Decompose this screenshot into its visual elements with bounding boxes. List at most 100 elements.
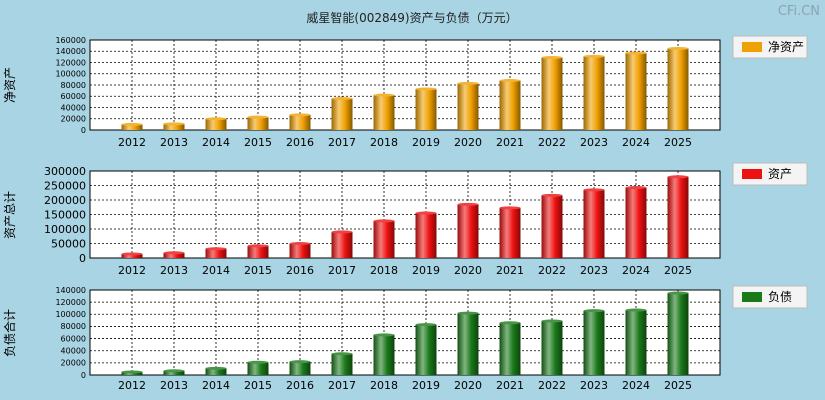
bar-equity-2023	[583, 56, 605, 130]
bar-cap	[121, 252, 143, 256]
legend-label: 资产	[768, 167, 792, 181]
x-tick-label: 2024	[622, 136, 650, 149]
x-tick-label: 2017	[328, 379, 356, 392]
y-tick-label: 20000	[61, 115, 86, 124]
bar-assets-2015	[247, 245, 269, 258]
x-tick-label: 2014	[202, 379, 230, 392]
bar-cap	[373, 333, 395, 337]
bar-cap	[499, 206, 521, 210]
y-tick-label: 40000	[61, 103, 86, 112]
y-tick-label: 0	[81, 371, 86, 380]
y-axis-label: 负债合计	[2, 309, 17, 357]
bar-assets-2023	[583, 189, 605, 258]
x-tick-label: 2023	[580, 136, 608, 149]
x-tick-label: 2019	[412, 264, 440, 277]
bar-cap	[667, 46, 689, 50]
bar-equity-2015	[247, 117, 269, 130]
y-tick-label: 250000	[44, 179, 86, 192]
bar-cap	[289, 242, 311, 245]
legend-swatch	[742, 42, 762, 52]
x-tick-label: 2020	[454, 264, 482, 277]
bar-cap	[541, 319, 563, 323]
bar-cap	[625, 308, 647, 312]
y-tick-label: 60000	[61, 92, 86, 101]
x-tick-label: 2022	[538, 264, 566, 277]
bar-cap	[541, 55, 563, 59]
x-tick-label: 2021	[496, 136, 524, 149]
bar-assets-2019	[415, 213, 437, 258]
legend-box	[732, 162, 808, 186]
bar-liabilities-2020	[457, 313, 479, 375]
bar-equity-2016	[289, 114, 311, 130]
y-tick-label: 0	[81, 126, 86, 135]
bar-cap	[583, 188, 605, 192]
bar-liabilities-2014	[205, 368, 227, 375]
x-tick-label: 2025	[664, 136, 692, 149]
bar-liabilities-2015	[247, 362, 269, 375]
bar-cap	[289, 360, 311, 364]
legend-box	[732, 35, 808, 59]
legend-liabilities: 负债	[732, 285, 808, 309]
bar-liabilities-2012	[121, 371, 143, 375]
bar-liabilities-2025	[667, 293, 689, 375]
x-tick-label: 2016	[286, 264, 314, 277]
y-tick-label: 150000	[44, 208, 86, 221]
bar-assets-2017	[331, 231, 353, 258]
bar-cap	[415, 87, 437, 91]
x-tick-label: 2024	[622, 264, 650, 277]
x-tick-label: 2012	[118, 264, 146, 277]
x-tick-label: 2020	[454, 136, 482, 149]
x-tick-label: 2018	[370, 264, 398, 277]
y-tick-label: 140000	[55, 47, 86, 56]
x-tick-label: 2018	[370, 136, 398, 149]
x-tick-label: 2014	[202, 136, 230, 149]
bar-liabilities-2022	[541, 320, 563, 375]
y-tick-label: 100000	[44, 223, 86, 236]
bar-liabilities-2016	[289, 361, 311, 375]
bar-cap	[163, 369, 185, 373]
bar-equity-2018	[373, 95, 395, 130]
bar-cap	[331, 352, 353, 356]
legend-swatch	[742, 169, 762, 179]
bar-assets-2022	[541, 195, 563, 258]
plot-area-liabilities	[89, 289, 721, 376]
bar-cap	[625, 51, 647, 55]
legend-equity: 净资产	[732, 35, 808, 59]
bar-cap	[499, 321, 521, 325]
y-tick-label: 100000	[55, 310, 86, 319]
x-tick-label: 2013	[160, 136, 188, 149]
watermark: CFi.CN	[778, 4, 820, 19]
y-tick-label: 60000	[61, 334, 86, 343]
chart-title: 威星智能(002849)资产与负债（万元）	[306, 10, 517, 25]
y-tick-label: 140000	[55, 286, 86, 295]
x-tick-label: 2015	[244, 136, 272, 149]
x-tick-label: 2012	[118, 136, 146, 149]
bar-cap	[415, 323, 437, 327]
bar-equity-2025	[667, 48, 689, 130]
bar-cap	[667, 291, 689, 295]
bar-cap	[583, 54, 605, 58]
bar-cap	[247, 115, 269, 119]
bar-cap	[583, 309, 605, 313]
bar-cap	[205, 247, 227, 251]
bar-assets-2018	[373, 220, 395, 258]
bar-equity-2020	[457, 83, 479, 130]
x-tick-label: 2013	[160, 264, 188, 277]
bar-cap	[121, 370, 143, 374]
x-tick-label: 2021	[496, 379, 524, 392]
panel-equity: 0 20000 40000 60000 80000 100000 120000 140000 1…	[3, 35, 808, 149]
bar-cap	[499, 79, 521, 82]
bar-liabilities-2021	[499, 322, 521, 375]
x-tick-label: 2023	[580, 379, 608, 392]
bar-cap	[163, 122, 185, 126]
bar-cap	[331, 230, 353, 234]
bar-cap	[289, 113, 311, 117]
x-tick-label: 2014	[202, 264, 230, 277]
bar-cap	[457, 311, 479, 315]
bar-liabilities-2017	[331, 353, 353, 375]
x-tick-label: 2020	[454, 379, 482, 392]
bar-assets-2024	[625, 187, 647, 258]
bar-cap	[205, 366, 227, 370]
